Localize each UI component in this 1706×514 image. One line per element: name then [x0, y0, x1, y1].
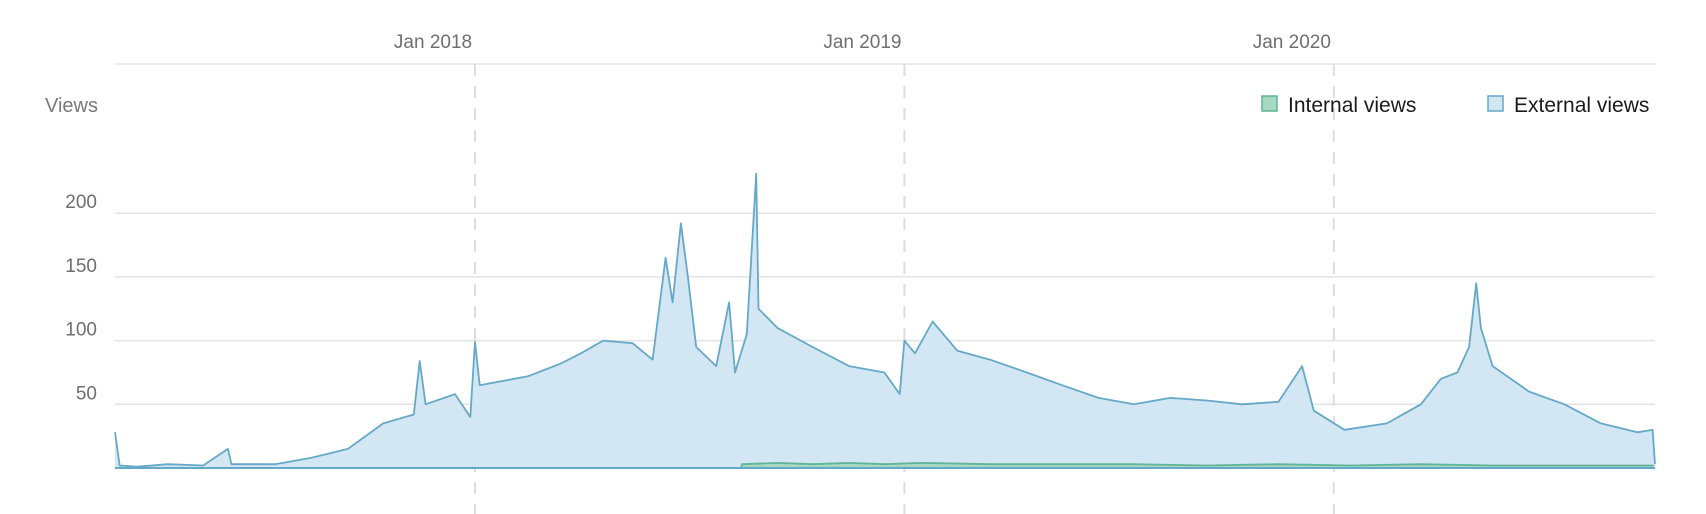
- legend-item-external-views[interactable]: External views: [1487, 94, 1649, 117]
- legend[interactable]: Internal views External views: [1261, 94, 1649, 117]
- external-views-area: [115, 173, 1655, 468]
- legend-label: Internal views: [1288, 94, 1416, 117]
- internal-views-line: [740, 462, 1654, 469]
- y-tick-label: 100: [65, 320, 97, 341]
- plot-area: [114, 172, 1656, 469]
- y-tick-label: 50: [76, 383, 97, 404]
- y-tick-label: 150: [65, 256, 97, 277]
- x-tick-label: Jan 2019: [823, 32, 901, 53]
- x-axis: Jan 2018 Jan 2019 Jan 2020: [394, 32, 1331, 53]
- grid: [115, 63, 1655, 514]
- x-tick-label: Jan 2020: [1253, 32, 1331, 53]
- y-axis-label: Views: [45, 95, 98, 117]
- external-views-swatch: [1487, 95, 1504, 112]
- y-tick-label: 200: [65, 192, 97, 213]
- legend-label: External views: [1514, 94, 1649, 117]
- external-views-line: [114, 172, 1656, 468]
- internal-views-swatch: [1261, 95, 1278, 112]
- x-tick-label: Jan 2018: [394, 32, 472, 53]
- y-axis: 50 100 150 200: [65, 192, 97, 404]
- legend-item-internal-views[interactable]: Internal views: [1261, 94, 1416, 117]
